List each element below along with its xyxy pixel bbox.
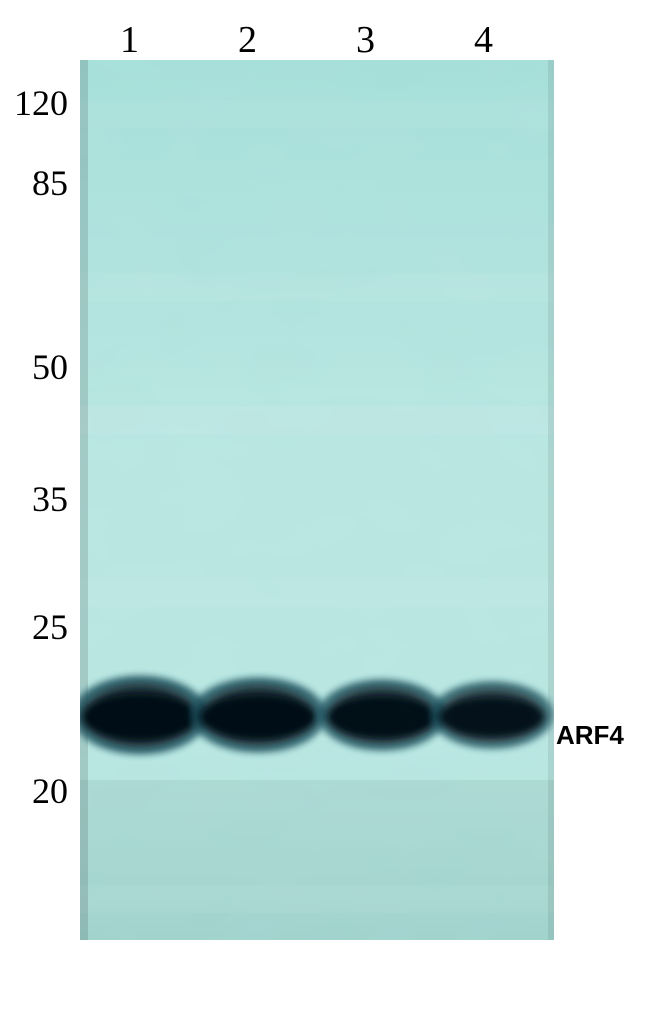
lane-label-3: 3 — [356, 18, 375, 62]
lane-label-text: 3 — [356, 19, 375, 61]
mw-label-text: 120 — [14, 83, 68, 123]
mw-label-text: 50 — [32, 347, 68, 387]
lane-label-4: 4 — [474, 18, 493, 62]
mw-marker-50: 50 — [32, 346, 68, 388]
mw-marker-85: 85 — [32, 162, 68, 204]
lane-label-text: 2 — [238, 19, 257, 61]
lane-label-text: 4 — [474, 19, 493, 61]
mw-marker-25: 25 — [32, 606, 68, 648]
mw-marker-35: 35 — [32, 478, 68, 520]
mw-marker-20: 20 — [32, 770, 68, 812]
blot-svg — [80, 60, 554, 940]
mw-label-text: 20 — [32, 771, 68, 811]
figure-container: 1 2 3 4 120 85 50 35 25 20 ARF4 — [0, 0, 650, 1010]
mw-label-text: 25 — [32, 607, 68, 647]
blot-membrane — [80, 60, 554, 940]
band-label-text: ARF4 — [556, 720, 624, 750]
mw-marker-120: 120 — [14, 82, 68, 124]
band-label-arf4: ARF4 — [556, 720, 624, 751]
lane-label-2: 2 — [238, 18, 257, 62]
lane-label-1: 1 — [120, 18, 139, 62]
mw-label-text: 35 — [32, 479, 68, 519]
mw-label-text: 85 — [32, 163, 68, 203]
lane-label-text: 1 — [120, 19, 139, 61]
